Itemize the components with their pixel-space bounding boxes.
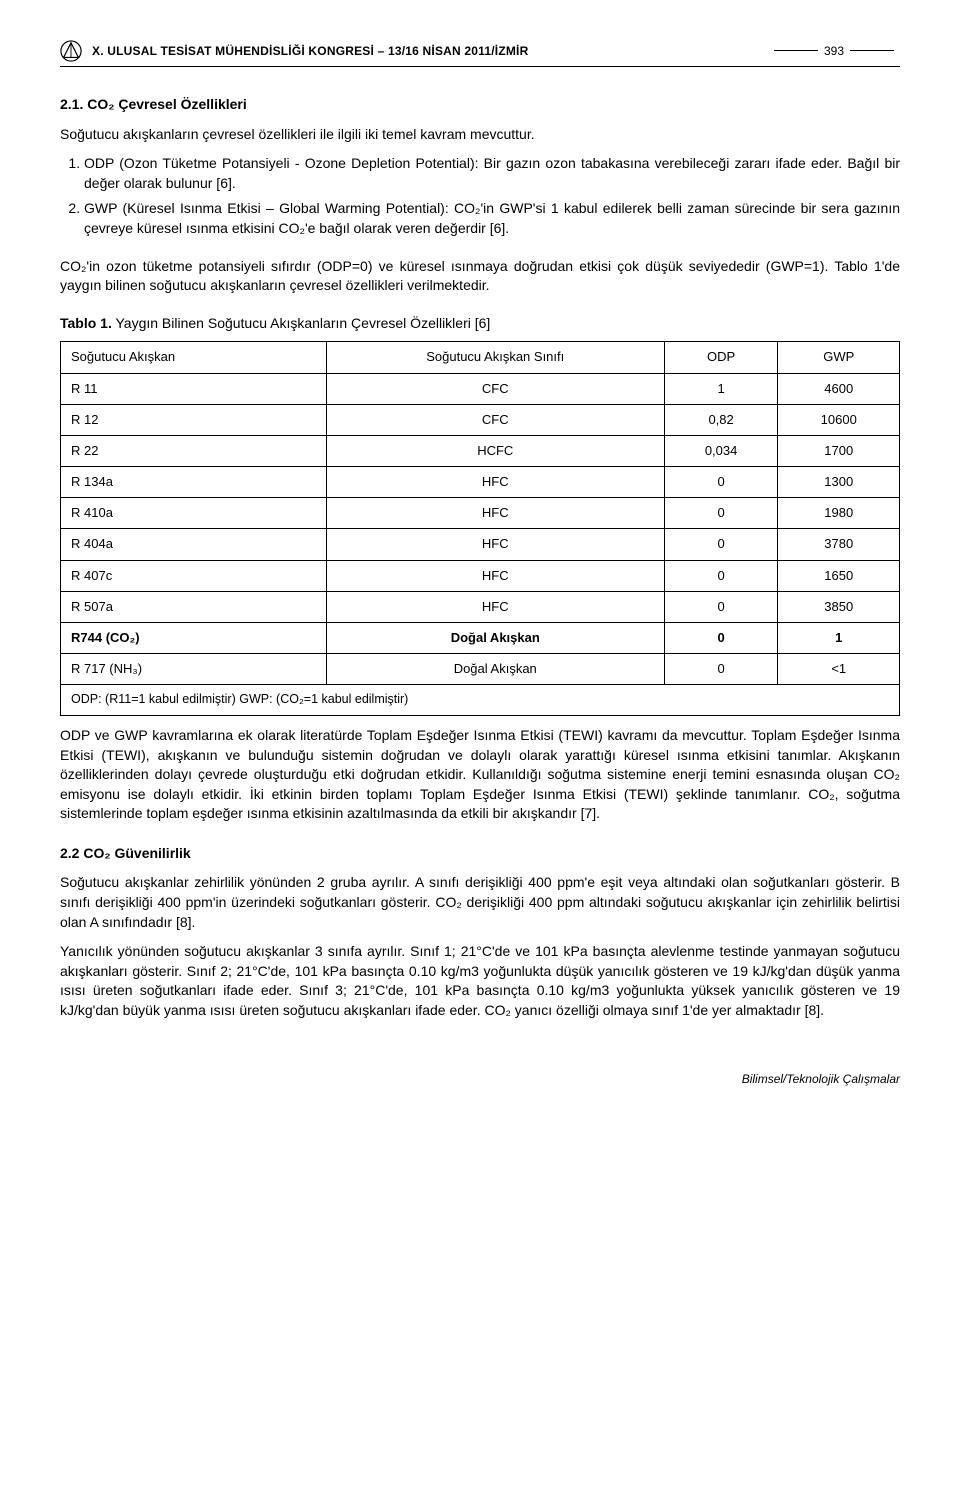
table-row: R 22HCFC0,0341700: [61, 435, 900, 466]
table-cell: R 22: [61, 435, 327, 466]
table-cell: HFC: [326, 467, 664, 498]
table-cell: <1: [778, 654, 900, 685]
table-cell: R 404a: [61, 529, 327, 560]
table-cell: 0: [664, 623, 778, 654]
table-cell: R 11: [61, 373, 327, 404]
table-cell: HFC: [326, 591, 664, 622]
page-header: X. ULUSAL TESİSAT MÜHENDİSLİĞİ KONGRESİ …: [60, 40, 900, 67]
table-cell: HCFC: [326, 435, 664, 466]
table-row: R 11CFC14600: [61, 373, 900, 404]
section-2-1-title: 2.1. CO₂ Çevresel Özellikleri: [60, 95, 900, 115]
section-2-1-p2: CO₂'in ozon tüketme potansiyeli sıfırdır…: [60, 257, 900, 296]
table-row: R 507aHFC03850: [61, 591, 900, 622]
table-cell: CFC: [326, 373, 664, 404]
table-cell: 0,82: [664, 404, 778, 435]
table-cell: Doğal Akışkan: [326, 623, 664, 654]
logo-icon: [60, 40, 82, 62]
section-2-2-p1: Soğutucu akışkanlar zehirlilik yönünden …: [60, 873, 900, 932]
table1-caption: Tablo 1. Yaygın Bilinen Soğutucu Akışkan…: [60, 314, 900, 334]
table-cell: R 407c: [61, 560, 327, 591]
table-cell: 1700: [778, 435, 900, 466]
table1-col-header: ODP: [664, 342, 778, 373]
table-cell: 3850: [778, 591, 900, 622]
table1-col-header: Soğutucu Akışkan Sınıfı: [326, 342, 664, 373]
section-2-1-intro: Soğutucu akışkanların çevresel özellikle…: [60, 125, 900, 145]
table1-col-header: Soğutucu Akışkan: [61, 342, 327, 373]
table-cell: 0: [664, 591, 778, 622]
table-cell: R 410a: [61, 498, 327, 529]
table-row: R 134aHFC01300: [61, 467, 900, 498]
table-row: R 12CFC0,8210600: [61, 404, 900, 435]
page-number-wrap: 393: [768, 43, 900, 60]
section-2-1-p3: ODP ve GWP kavramlarına ek olarak litera…: [60, 726, 900, 824]
table-row: R744 (CO₂)Doğal Akışkan01: [61, 623, 900, 654]
table-row: R 410aHFC01980: [61, 498, 900, 529]
table-cell: 4600: [778, 373, 900, 404]
table-cell: 0: [664, 654, 778, 685]
table-cell: 1: [664, 373, 778, 404]
table1: Soğutucu AkışkanSoğutucu Akışkan SınıfıO…: [60, 341, 900, 716]
table-row: R 407cHFC01650: [61, 560, 900, 591]
table-cell: 10600: [778, 404, 900, 435]
table-cell: R 717 (NH₃): [61, 654, 327, 685]
definition-odp: ODP (Ozon Tüketme Potansiyeli - Ozone De…: [84, 154, 900, 193]
table-cell: 0,034: [664, 435, 778, 466]
table-cell: 0: [664, 467, 778, 498]
table1-col-header: GWP: [778, 342, 900, 373]
table-cell: 0: [664, 498, 778, 529]
page-number: 393: [824, 43, 844, 60]
table1-footnote-row: ODP: (R11=1 kabul edilmiştir) GWP: (CO₂=…: [61, 685, 900, 716]
table1-header-row: Soğutucu AkışkanSoğutucu Akışkan SınıfıO…: [61, 342, 900, 373]
table-cell: 1: [778, 623, 900, 654]
table-cell: 0: [664, 560, 778, 591]
table-cell: Doğal Akışkan: [326, 654, 664, 685]
table-cell: HFC: [326, 560, 664, 591]
table-row: R 404aHFC03780: [61, 529, 900, 560]
table1-caption-rest: Yaygın Bilinen Soğutucu Akışkanların Çev…: [112, 315, 490, 331]
table-cell: 1300: [778, 467, 900, 498]
table1-footnote-cell: ODP: (R11=1 kabul edilmiştir) GWP: (CO₂=…: [61, 685, 900, 716]
table-cell: 3780: [778, 529, 900, 560]
table-cell: R 134a: [61, 467, 327, 498]
page-footer: Bilimsel/Teknolojik Çalışmalar: [60, 1071, 900, 1088]
table-cell: 1650: [778, 560, 900, 591]
table-cell: HFC: [326, 529, 664, 560]
table-cell: 1980: [778, 498, 900, 529]
table1-caption-bold: Tablo 1.: [60, 315, 112, 331]
table-cell: R 12: [61, 404, 327, 435]
definition-list: ODP (Ozon Tüketme Potansiyeli - Ozone De…: [60, 154, 900, 238]
table-cell: HFC: [326, 498, 664, 529]
table-cell: 0: [664, 529, 778, 560]
table-cell: R744 (CO₂): [61, 623, 327, 654]
table-cell: R 507a: [61, 591, 327, 622]
section-2-2-p2: Yanıcılık yönünden soğutucu akışkanlar 3…: [60, 942, 900, 1020]
table-row: R 717 (NH₃)Doğal Akışkan0<1: [61, 654, 900, 685]
definition-gwp: GWP (Küresel Isınma Etkisi – Global Warm…: [84, 199, 900, 238]
symposium-title: X. ULUSAL TESİSAT MÜHENDİSLİĞİ KONGRESİ …: [92, 43, 768, 60]
section-2-2-title: 2.2 CO₂ Güvenilirlik: [60, 844, 900, 864]
table-cell: CFC: [326, 404, 664, 435]
